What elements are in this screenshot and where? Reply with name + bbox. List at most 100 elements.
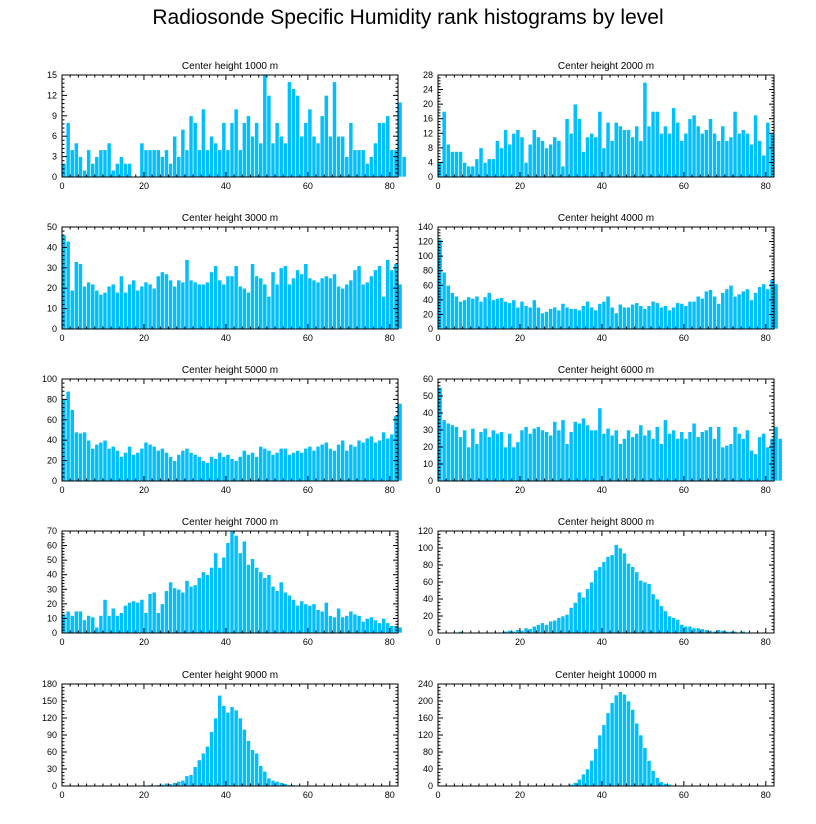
histogram-bar	[274, 452, 280, 482]
histogram-bar	[311, 135, 317, 178]
panel-title: Center height 8000 m	[558, 517, 654, 528]
histogram-bar	[654, 302, 660, 330]
y-tick-label: 240	[418, 679, 433, 689]
x-tick-label: 60	[679, 181, 689, 191]
histogram-bar	[712, 438, 717, 482]
histogram-bar	[462, 299, 467, 330]
x-tick-label: 60	[303, 790, 313, 800]
histogram-bar	[708, 426, 713, 482]
histogram-bar	[315, 609, 321, 634]
y-tick-label: 100	[418, 543, 433, 553]
histogram-bar	[777, 438, 783, 482]
histogram-bar	[135, 452, 141, 482]
y-tick-label: 30	[47, 584, 57, 594]
histogram-bar	[188, 115, 194, 178]
histogram-bar	[323, 602, 329, 634]
histogram-bar	[712, 295, 717, 330]
histogram-bar	[332, 450, 337, 482]
histogram-bar	[299, 600, 305, 634]
histogram-bar	[577, 591, 582, 634]
histogram-bar	[638, 579, 644, 634]
panel-1000m: Center height 1000 m 0 20 40 60 80 0 3 6 9 12 15	[47, 61, 407, 191]
y-tick-label: 0	[428, 324, 433, 334]
histogram-bar	[671, 107, 676, 178]
y-tick-label: 10	[423, 459, 433, 469]
histogram-bar	[470, 427, 476, 482]
histogram-bar	[536, 306, 541, 330]
histogram-bar	[205, 281, 210, 330]
histogram-bar	[622, 552, 627, 634]
histogram-bar	[577, 778, 582, 787]
histogram-bar	[466, 296, 472, 330]
y-tick-label: 20	[47, 283, 57, 293]
x-tick-label: 80	[761, 485, 771, 495]
histogram-bar	[499, 297, 504, 330]
histogram-bar	[246, 454, 251, 482]
histogram-bar	[287, 283, 292, 330]
histogram-bar	[556, 309, 562, 330]
histogram-bar	[572, 782, 578, 787]
histogram-bar	[646, 429, 652, 482]
histogram-bar	[548, 308, 554, 330]
histogram-bar	[490, 429, 496, 482]
panel-2000m: Center height 2000 m 0 20 40 60 80 0 4 8 12 16 20 24…	[423, 61, 775, 191]
histogram-bar	[646, 305, 652, 330]
histogram-bar	[761, 154, 767, 178]
y-tick-label: 0	[428, 172, 433, 182]
histogram-bar	[495, 433, 500, 482]
histogram-bar	[299, 135, 305, 178]
histogram-bar	[217, 279, 223, 330]
histogram-bar	[454, 426, 459, 482]
y-tick-label: 80	[423, 747, 433, 757]
histogram-bar	[340, 135, 346, 178]
histogram-bar	[319, 443, 325, 482]
histogram-bar	[213, 458, 219, 482]
histogram-bar	[73, 142, 79, 178]
histogram-bar	[691, 627, 697, 634]
histogram-bar	[658, 132, 664, 178]
histogram-bar	[90, 283, 96, 330]
histogram-bar	[437, 162, 443, 178]
histogram-bar	[474, 295, 480, 330]
histogram-bar	[119, 156, 124, 178]
histogram-bar	[262, 448, 268, 482]
histogram-bar	[548, 620, 554, 634]
histogram-bar	[544, 624, 549, 634]
histogram-bar	[262, 577, 268, 634]
histogram-bar	[160, 271, 165, 330]
histogram-bar	[205, 462, 210, 482]
histogram-bar	[377, 122, 382, 178]
histogram-bar	[237, 456, 243, 482]
histogram-bar	[369, 156, 374, 178]
histogram-bar	[266, 95, 272, 178]
histogram-bar	[364, 618, 370, 634]
histogram-bar	[65, 610, 71, 634]
histogram-bar	[462, 429, 467, 482]
histogram-bar	[332, 81, 337, 178]
x-tick-label: 80	[385, 637, 395, 647]
histogram-bar	[172, 782, 178, 787]
histogram-bar	[581, 596, 586, 634]
histogram-bar	[499, 147, 504, 178]
histogram-bar	[340, 616, 346, 634]
y-tick-label: 0	[428, 476, 433, 486]
histogram-bar	[360, 283, 366, 330]
histogram-bar	[511, 132, 517, 178]
x-tick-label: 60	[679, 333, 689, 343]
y-tick-label: 50	[423, 391, 433, 401]
histogram-bar	[201, 108, 206, 178]
histogram-bar	[757, 286, 763, 330]
histogram-bar	[233, 460, 239, 482]
histogram-bar	[667, 132, 672, 178]
histogram-bar	[519, 429, 525, 482]
histogram-bar	[356, 265, 362, 330]
histogram-bar	[540, 140, 545, 178]
histogram-bar	[753, 453, 758, 482]
histogram-bar	[184, 775, 190, 787]
histogram-bar	[229, 530, 235, 634]
histogram-bar	[295, 269, 300, 330]
histogram-bar	[773, 283, 779, 330]
histogram-bar	[691, 114, 697, 178]
histogram-bar	[139, 285, 145, 330]
histogram-bar	[160, 156, 165, 178]
